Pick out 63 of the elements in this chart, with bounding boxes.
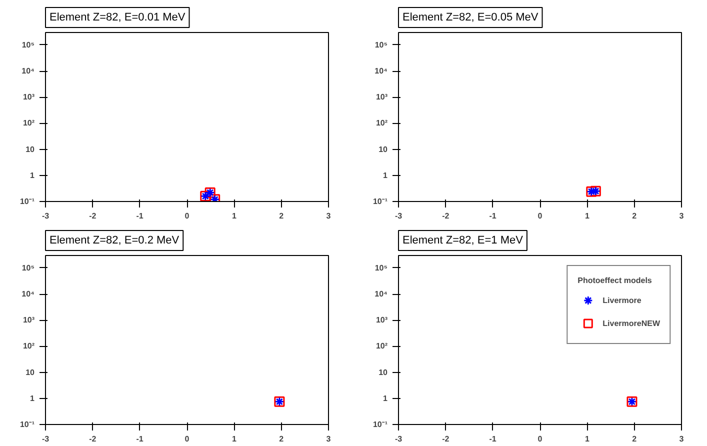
x-tick-label: 3	[679, 434, 684, 444]
chart-title: Element Z=82, E=0.01 MeV	[50, 12, 186, 24]
x-tick-label: 3	[679, 212, 684, 220]
chart-title: Element Z=82, E=0.05 MeV	[402, 12, 539, 24]
x-tick-label: -3	[42, 434, 50, 444]
y-tick-label: 10	[378, 368, 388, 377]
x-tick-label: -1	[489, 212, 497, 220]
y-tick-label: 10²	[22, 342, 35, 351]
y-tick-label: 10⁵	[22, 263, 35, 272]
x-tick-label: 0	[538, 212, 543, 220]
x-tick-label: -2	[89, 434, 97, 444]
x-tick-label: 1	[232, 434, 237, 444]
y-tick-label: 10³	[376, 92, 388, 102]
y-tick-label: 10⁴	[22, 66, 35, 76]
y-tick-label: 1	[30, 394, 36, 403]
y-tick-label: 10⁻¹	[20, 197, 35, 206]
x-tick-label: 3	[326, 212, 332, 220]
x-tick-label: 2	[279, 212, 284, 220]
y-tick-label: 10⁻¹	[372, 420, 388, 429]
legend-label: LivermoreNEW	[602, 318, 660, 328]
chart-title: Element Z=82, E=0.2 MeV	[50, 234, 180, 246]
y-tick-label: 10³	[22, 316, 35, 325]
y-tick-label: 10	[26, 144, 36, 154]
y-tick-label: 10	[378, 144, 388, 154]
x-tick-label: -3	[42, 212, 50, 220]
x-tick-label: 0	[184, 434, 190, 444]
y-tick-label: 10²	[22, 118, 35, 128]
y-tick-label: 10⁴	[374, 66, 388, 76]
y-tick-label: 1	[383, 170, 388, 180]
x-tick-label: 1	[584, 434, 590, 444]
x-tick-label: 1	[232, 212, 237, 220]
legend-title: Photoeffect models	[578, 276, 653, 285]
y-tick-label: 10³	[22, 92, 35, 102]
x-tick-label: -3	[394, 434, 403, 444]
y-tick-label: 1	[30, 170, 36, 180]
y-tick-label: 10²	[376, 342, 388, 351]
y-tick-label: 10⁵	[22, 40, 35, 50]
x-tick-label: -1	[489, 434, 497, 444]
x-tick-label: 1	[584, 212, 590, 220]
y-tick-label: 10⁵	[374, 40, 388, 50]
x-tick-label: 2	[632, 212, 638, 220]
legend-label: Livermore	[602, 296, 642, 304]
x-tick-label: -1	[136, 434, 144, 444]
x-tick-label: 3	[326, 434, 332, 444]
y-tick-label: 10⁴	[374, 290, 388, 299]
x-tick-label: 2	[632, 434, 638, 444]
y-tick-label: 10²	[376, 118, 388, 128]
x-tick-label: -1	[136, 212, 144, 220]
y-tick-label: 10	[26, 368, 36, 377]
x-tick-label: -2	[442, 212, 450, 220]
x-tick-label: 2	[279, 434, 284, 444]
x-tick-label: 0	[184, 212, 190, 220]
chart-title: Element Z=82, E=1 MeV	[402, 234, 524, 246]
x-tick-label: -2	[442, 434, 450, 444]
y-tick-label: 10⁻¹	[20, 420, 35, 429]
y-tick-label: 10³	[376, 316, 388, 325]
y-tick-label: 10⁻¹	[372, 197, 388, 206]
x-tick-label: -2	[89, 212, 97, 220]
y-tick-label: 10⁵	[374, 263, 388, 272]
y-tick-label: 10⁴	[22, 290, 35, 299]
x-tick-label: -3	[394, 212, 403, 220]
x-tick-label: 0	[538, 434, 543, 444]
y-tick-label: 1	[383, 394, 388, 403]
